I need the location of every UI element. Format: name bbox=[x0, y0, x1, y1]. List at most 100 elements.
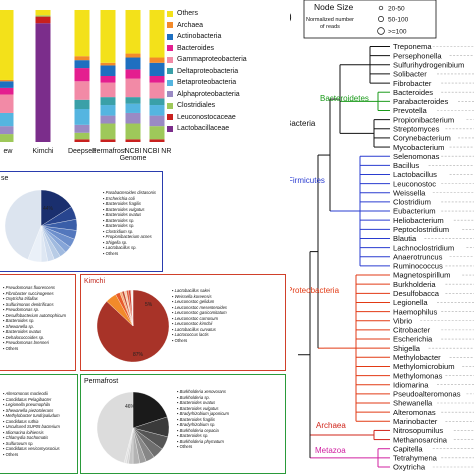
legend-item-actinobacteria: Actinobacteria bbox=[167, 31, 292, 43]
species-item: ▪ Leuconostoc carnosum bbox=[172, 315, 218, 321]
species-item: ▪ Others bbox=[177, 444, 193, 449]
panel-title: Permafrost bbox=[84, 378, 119, 385]
species-item: ▪ Fibrobacter succinogenes bbox=[3, 290, 54, 296]
bar-segment-alphaproteobacteria-ew bbox=[0, 126, 14, 135]
bar-segment-betaproteobacteria-ncbi-nr bbox=[149, 105, 165, 116]
legend-label: Actinobacteria bbox=[177, 33, 222, 41]
bar-segment-leuconostocaceae-kimchi bbox=[35, 16, 51, 24]
tree-leaf-treponema: Treponema bbox=[393, 42, 432, 51]
deepsea-list-panel: ▪ Pseudomonas fluorescens ▪ Fibrobacter s… bbox=[0, 274, 76, 371]
tree-leaf-parabacteroides: Parabacteroides bbox=[393, 97, 449, 106]
species-item: ▪ Bradyrhizobium japonicum bbox=[177, 411, 229, 416]
legend-swatch bbox=[167, 79, 173, 86]
tree-leaf-anaerotruncus: Anaerotruncus bbox=[393, 252, 443, 261]
species-item: ▪ Others bbox=[3, 345, 19, 351]
tree-leaf-marinobacter: Marinobacter bbox=[393, 417, 438, 426]
bar-segment-bacteroides-deepsea bbox=[74, 68, 90, 82]
legend-label: Bacteroides bbox=[177, 44, 214, 52]
legend-swatch bbox=[167, 68, 173, 75]
legend-item-bacteroides: Bacteroides bbox=[167, 43, 292, 55]
tree-leaf-lactobacillus: Lactobacillus bbox=[393, 170, 437, 179]
tree-leaf-propionibacterium: Propionibacterium bbox=[393, 115, 454, 124]
node-size-legend-box bbox=[303, 0, 437, 39]
species-item: ▪ Sulfurovum sp. bbox=[3, 440, 34, 446]
tree-leaf-idiomarina: Idiomarina bbox=[393, 380, 429, 389]
tree-leaf-prevotella: Prevotella bbox=[393, 106, 428, 115]
bar-label-ncbi-nr: NCBI NR bbox=[142, 148, 172, 155]
species-item: ▪ Shigella sp. bbox=[103, 239, 128, 245]
bar-segment-gammaproteobacteria-deepsea bbox=[74, 81, 90, 100]
tree-leaf-desulfobacca: Desulfobacca bbox=[393, 289, 440, 298]
species-item: ▪ Bacteroides vulgatus bbox=[103, 206, 145, 212]
tree-leaf-blautia: Blautia bbox=[393, 234, 417, 243]
legend-item-leuconostocaceae: Leuconostocaceae bbox=[167, 112, 292, 124]
legend-label: Others bbox=[177, 10, 199, 18]
legend-item-betaproteobacteria: Betaproteobacteria bbox=[167, 77, 292, 89]
bar-segment-leuconostocaceae-deepsea bbox=[74, 139, 90, 142]
group-label-metazoa: Metazoa bbox=[315, 446, 346, 455]
legend-swatch bbox=[167, 102, 173, 109]
species-item: ▪ Methylobacter tundripaludum bbox=[3, 413, 60, 418]
tree-leaf-persephonella: Persephonella bbox=[393, 51, 442, 60]
bar-label-ew: ew bbox=[3, 148, 13, 155]
tree-leaf-heliobacterium: Heliobacterium bbox=[393, 216, 444, 225]
tree-leaf-shigella: Shigella bbox=[393, 344, 421, 353]
bar-segment-betaproteobacteria-permafrost bbox=[100, 105, 116, 116]
tree-leaf-haemophilus: Haemophilus bbox=[393, 307, 438, 316]
pie-slice-others bbox=[4, 189, 42, 260]
group-label-bacteroidetes: Bacteroidetes bbox=[320, 94, 369, 103]
bar-segment-gammaproteobacteria-ncbi-nr bbox=[149, 82, 165, 99]
permafrost-panel: Permafrost 46% ▪ Burkholderia xenovorans… bbox=[80, 374, 286, 474]
species-item: ▪ Lactococcus lactis bbox=[172, 332, 209, 337]
bar-segment-bacteroides-ew bbox=[0, 87, 14, 95]
bar-segment-archaea-ncbi-genome bbox=[125, 53, 141, 58]
bar-segment-clostridiales-kimchi bbox=[35, 15, 51, 17]
species-item: ▪ Leuconostoc gasicomitatum bbox=[172, 310, 227, 315]
bar-segment-others-permafrost bbox=[100, 10, 116, 63]
bar-segment-deltaproteobacteria-permafrost bbox=[100, 97, 116, 106]
tree-leaf-leuconostoc: Leuconostoc bbox=[393, 179, 436, 188]
bar-segment-archaea-ncbi-nr bbox=[149, 57, 165, 63]
kimchi-pie: 5% 87% bbox=[96, 289, 170, 363]
legend-label: Clostridiales bbox=[177, 102, 216, 110]
tree-leaf-vibrio: Vibrio bbox=[393, 316, 412, 325]
bar-segment-actinobacteria-ew bbox=[0, 81, 14, 88]
bar-segment-betaproteobacteria-ncbi-genome bbox=[125, 103, 141, 113]
bar-segment-deltaproteobacteria-ncbi-nr bbox=[149, 98, 165, 106]
tree-leaf-solibacter: Solibacter bbox=[393, 70, 427, 79]
tree-leaf-mycobacterium: Mycobacterium bbox=[393, 143, 444, 152]
tree-leaf-capitella: Capitella bbox=[393, 444, 423, 453]
deepsea-species-list: ▪ Pseudomonas fluorescens ▪ Fibrobacter s… bbox=[3, 285, 66, 351]
bar-segment-leuconostocaceae-ncbi-nr bbox=[149, 139, 165, 142]
bar-label-deepsea: Deepsea bbox=[67, 148, 97, 155]
species-item: ▪ Bacteroides ovatus bbox=[103, 212, 142, 217]
legend-label: Gammaproteobacteria bbox=[177, 56, 247, 64]
legend-label: Alphaproteobacteria bbox=[177, 90, 240, 98]
species-item: ▪ Others bbox=[172, 337, 188, 343]
panel-title: se bbox=[1, 175, 9, 182]
node-size-subtitle-1: Normalized number bbox=[306, 17, 354, 23]
species-item: ▪ Pseudomonas fluorescens bbox=[3, 285, 55, 290]
legend-item-archaea: Archaea bbox=[167, 20, 292, 32]
bar-segment-others-kimchi bbox=[35, 10, 51, 16]
bar-segment-alphaproteobacteria-deepsea bbox=[74, 124, 90, 133]
species-item: ▪ Others bbox=[3, 451, 19, 457]
deepsea-species-panel: ▪ Alteromonas macleodii ▪ Candidatus Pela… bbox=[0, 374, 78, 474]
species-item: ▪ Bacteroides sp. bbox=[103, 217, 135, 223]
bar-segment-lactobacillaceae-kimchi bbox=[35, 23, 51, 143]
legend-label: Deltaproteobacteria bbox=[177, 67, 239, 75]
bar-segment-archaea-permafrost bbox=[100, 62, 116, 66]
tree-leaf-citrobacter: Citrobacter bbox=[393, 326, 431, 335]
bar-label-ncbi-genome: NCBI Genome bbox=[119, 148, 147, 162]
species-item: ▪ Lactobacillus sp. bbox=[103, 245, 137, 250]
species-item: ▪ Sulfurimonas denitrificans bbox=[3, 301, 54, 307]
species-item: ▪ Bacteroides sp. bbox=[103, 223, 135, 228]
tree-leaf-streptomyces: Streptomyces bbox=[393, 124, 440, 133]
species-item: ▪ Lactobacillus sakei bbox=[172, 288, 210, 293]
bar-segment-betaproteobacteria-deepsea bbox=[74, 109, 90, 125]
tree-leaf-ruminococcus: Ruminococcus bbox=[393, 262, 443, 271]
species-item: ▪ Bacteroides ovatus bbox=[3, 329, 42, 334]
stacked-bar-chart bbox=[0, 10, 165, 143]
species-item: ▪ Bradyrhizobium sp. bbox=[177, 422, 216, 427]
bar-legend: Others Archaea Actinobacteria Bacteroides Ga… bbox=[167, 8, 292, 135]
